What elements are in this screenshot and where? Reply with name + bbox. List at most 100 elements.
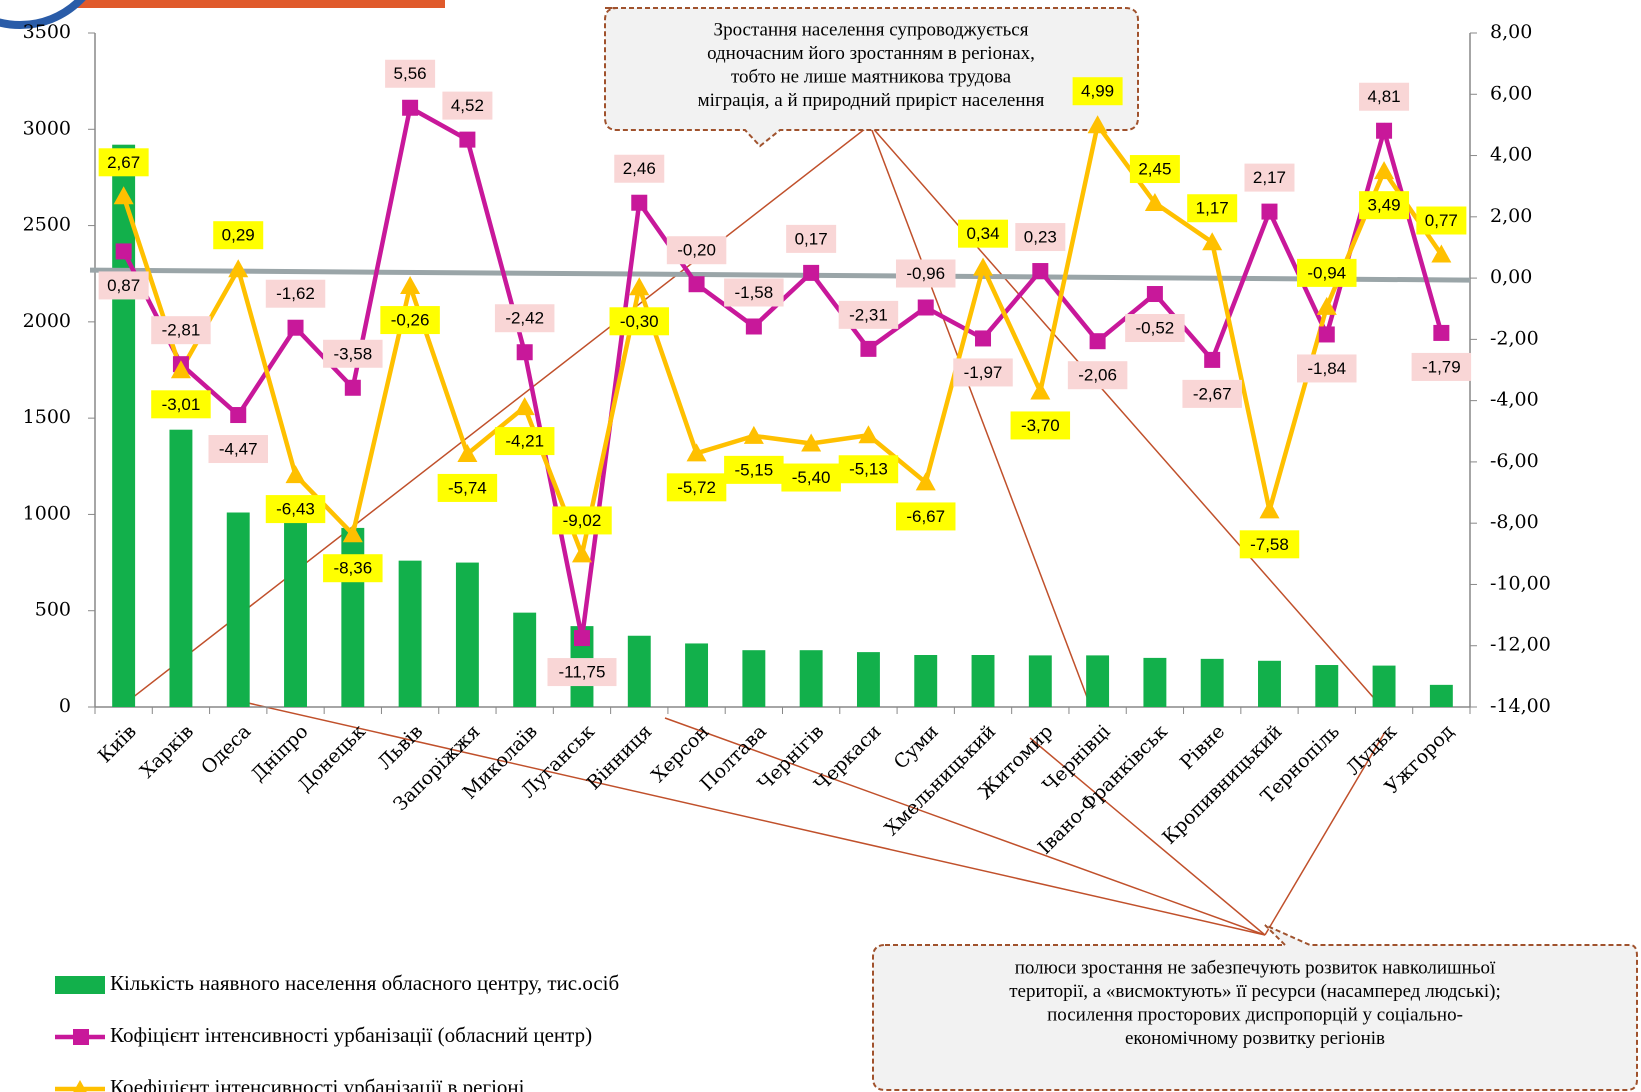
marker [287,319,304,336]
legend-swatch [55,976,105,994]
annotation-text: посилення просторових диспропорцій у соц… [1047,1004,1463,1025]
marker [1089,333,1106,350]
data-label: -0,94 [1307,263,1346,282]
bar [284,516,307,707]
data-label-bg [609,307,670,336]
annotation-text: полюси зростання не забезпечують розвито… [1015,957,1496,978]
data-label: -4,47 [219,440,258,459]
marker [801,433,822,452]
y2-tick-label: -12,00 [1490,634,1551,656]
marker [573,630,590,647]
data-label-bg [98,148,149,177]
callout-bottom [872,924,1638,1091]
bar [742,650,766,707]
marker [631,194,648,211]
marker [1146,286,1163,303]
data-label: -2,06 [1078,366,1117,385]
data-label: -6,67 [906,507,945,526]
data-label-bg [1125,314,1185,343]
marker [400,276,421,295]
marker [745,318,762,335]
data-label: 4,99 [1081,82,1114,101]
marker [860,340,877,357]
data-label-bg [385,59,436,88]
data-label-bg [380,306,440,335]
data-label: -8,36 [333,559,372,578]
data-label: -5,15 [734,460,773,479]
marker [1431,244,1452,263]
bar [513,612,537,707]
bar [685,643,709,707]
marker [803,264,820,281]
data-label-bg [786,224,837,253]
marker [113,186,134,205]
data-label: -0,30 [620,312,659,331]
marker [1376,122,1393,139]
legend-label: Коефіцієнт інтенсивності урбанізації в р… [110,1075,525,1092]
data-label: -5,74 [448,478,487,497]
y2-tick-label: -6,00 [1490,450,1539,472]
marker [1144,193,1165,212]
y-tick-label: 2500 [23,214,71,236]
data-label-bg [98,271,149,300]
legend-label: Кофіцієнт інтенсивності урбанізації (обл… [110,1023,592,1047]
data-label-bg [666,473,727,502]
bar [1028,655,1052,707]
y2-tick-label: 8,00 [1490,21,1532,43]
marker [743,425,764,444]
data-label-bg [724,278,784,307]
bar [914,655,938,707]
data-label-bg [494,427,555,456]
y-tick-label: 1500 [23,406,71,428]
data-label-bg [1015,223,1066,252]
data-label-bg [552,506,612,535]
series-line [121,119,1444,563]
marker [170,360,191,379]
marker [1261,203,1278,220]
data-label: -0,52 [1136,319,1175,338]
bar [1086,655,1110,707]
logo [0,0,86,29]
data-label-bg [1244,163,1295,192]
arrows [122,124,1386,936]
marker [688,276,705,293]
data-label-bg [838,455,899,484]
bar [169,429,193,707]
x-tick-label: Київ [94,721,141,768]
data-label-bg [781,463,841,492]
legend-marker [73,1080,87,1092]
data-label: -5,72 [677,478,716,497]
data-label: -3,01 [162,395,201,414]
data-label-bg [265,495,326,524]
bar [1258,660,1281,707]
data-label-bg [323,339,383,368]
data-label-bg [1411,352,1472,381]
marker [1030,381,1051,400]
bar [1429,684,1453,707]
marker [1202,232,1223,251]
data-label-bg [547,658,617,687]
y-tick-label: 500 [35,599,71,621]
data-label: 1,17 [1196,199,1229,218]
data-label: -11,75 [559,663,606,682]
marker [285,465,306,484]
data-label: 2,45 [1138,160,1171,179]
data-label: 5,56 [394,64,427,83]
marker [1087,115,1108,134]
data-label-bg [437,473,498,502]
y-tick-label: 3500 [23,21,71,43]
data-label: -5,40 [792,468,831,487]
y2-tick-label: -8,00 [1490,511,1539,533]
data-label: -1,62 [276,284,315,303]
data-label-bg [208,435,268,464]
bar [971,655,995,707]
data-label-bg [614,154,665,183]
marker [571,544,592,563]
bar [1372,665,1396,707]
annotation-text: Зростання населення супроводжується [714,19,1029,40]
data-label: -9,02 [563,511,602,530]
x-tick-label: Суми [890,721,943,774]
data-label: 4,52 [451,96,484,115]
data-label-bg [1239,530,1300,559]
y-tick-label: 1000 [23,502,71,524]
